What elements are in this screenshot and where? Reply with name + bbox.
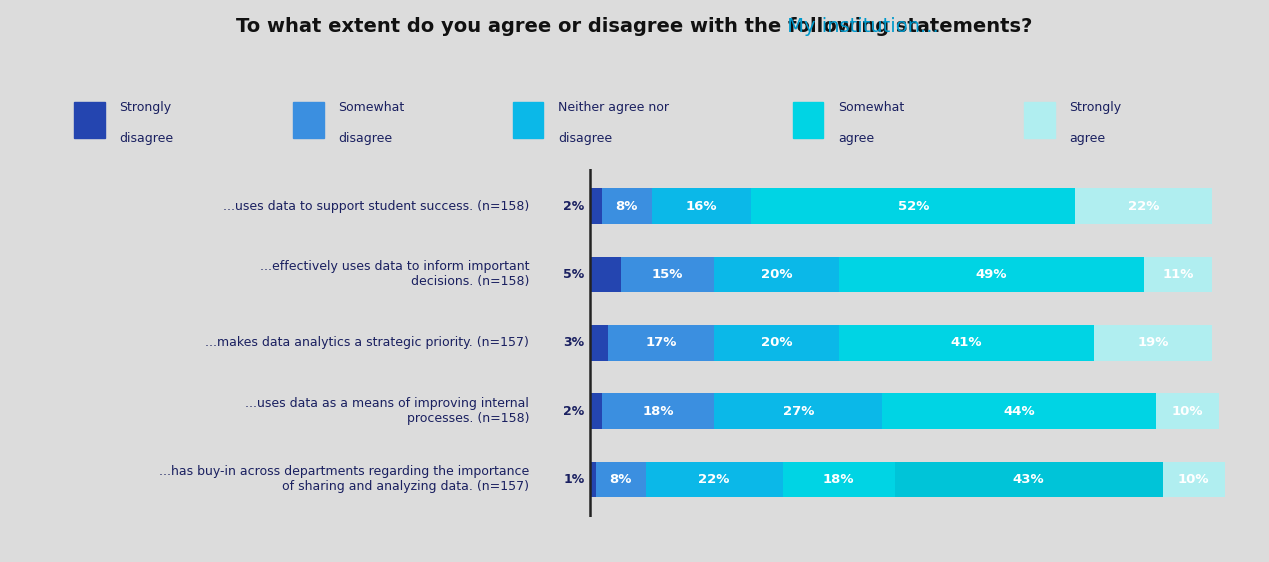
Bar — [602, 393, 714, 429]
Text: 27%: 27% — [783, 405, 813, 418]
Text: To what extent do you agree or disagree with the following statements?: To what extent do you agree or disagree … — [236, 17, 1033, 36]
Text: Somewhat: Somewhat — [339, 101, 405, 114]
Text: 22%: 22% — [698, 473, 730, 486]
Text: 10%: 10% — [1171, 405, 1203, 418]
Bar — [714, 325, 839, 361]
Text: 19%: 19% — [1137, 336, 1169, 350]
Text: 2%: 2% — [563, 405, 585, 418]
Bar — [590, 462, 595, 497]
Bar — [646, 462, 783, 497]
Text: 5%: 5% — [563, 268, 585, 281]
Bar — [882, 393, 1156, 429]
Text: 18%: 18% — [822, 473, 854, 486]
Text: 11%: 11% — [1162, 268, 1194, 281]
Bar — [1143, 257, 1212, 292]
Text: ...effectively uses data to inform important
decisions. (n=158): ...effectively uses data to inform impor… — [260, 261, 529, 288]
Text: 1%: 1% — [563, 473, 585, 486]
Text: 49%: 49% — [976, 268, 1008, 281]
Text: 20%: 20% — [760, 268, 792, 281]
Text: 8%: 8% — [615, 200, 638, 212]
Bar — [608, 325, 714, 361]
Text: agree: agree — [1070, 132, 1105, 145]
Text: 52%: 52% — [897, 200, 929, 212]
Bar — [1075, 188, 1212, 224]
Text: 15%: 15% — [652, 268, 683, 281]
Bar — [590, 325, 608, 361]
Text: 44%: 44% — [1004, 405, 1036, 418]
Bar — [1024, 102, 1055, 138]
Text: 16%: 16% — [685, 200, 717, 212]
Text: 18%: 18% — [642, 405, 674, 418]
Bar — [74, 102, 104, 138]
Text: Somewhat: Somewhat — [838, 101, 905, 114]
Text: 41%: 41% — [950, 336, 982, 350]
Bar — [839, 325, 1094, 361]
Text: disagree: disagree — [339, 132, 392, 145]
Text: 22%: 22% — [1128, 200, 1160, 212]
Text: Strongly: Strongly — [119, 101, 171, 114]
Text: 2%: 2% — [563, 200, 585, 212]
Text: 43%: 43% — [1013, 473, 1044, 486]
Text: disagree: disagree — [558, 132, 612, 145]
Bar — [793, 102, 824, 138]
Bar — [513, 102, 543, 138]
Bar — [1094, 325, 1212, 361]
Bar — [714, 257, 839, 292]
Bar — [595, 462, 646, 497]
Bar — [839, 257, 1143, 292]
Text: 17%: 17% — [646, 336, 676, 350]
Text: 3%: 3% — [563, 336, 585, 350]
Text: 20%: 20% — [760, 336, 792, 350]
Text: ...has buy-in across departments regarding the importance
of sharing and analyzi: ...has buy-in across departments regardi… — [159, 465, 529, 493]
Text: ...makes data analytics a strategic priority. (n=157): ...makes data analytics a strategic prio… — [206, 336, 529, 350]
Bar — [590, 188, 602, 224]
Text: My institution...: My institution... — [331, 17, 938, 36]
Bar — [895, 462, 1162, 497]
Text: 10%: 10% — [1178, 473, 1209, 486]
Text: 8%: 8% — [609, 473, 632, 486]
Bar — [783, 462, 895, 497]
Bar — [714, 393, 882, 429]
Bar — [751, 188, 1075, 224]
Bar — [1156, 393, 1218, 429]
Text: disagree: disagree — [119, 132, 174, 145]
Text: ...uses data as a means of improving internal
processes. (n=158): ...uses data as a means of improving int… — [245, 397, 529, 425]
Bar — [590, 393, 602, 429]
Bar — [590, 257, 621, 292]
Bar — [621, 257, 714, 292]
Bar — [652, 188, 751, 224]
Text: Neither agree nor: Neither agree nor — [558, 101, 669, 114]
Text: Strongly: Strongly — [1070, 101, 1122, 114]
Text: ...uses data to support student success. (n=158): ...uses data to support student success.… — [223, 200, 529, 212]
Bar — [293, 102, 324, 138]
Bar — [1162, 462, 1225, 497]
Text: agree: agree — [838, 132, 874, 145]
Bar — [602, 188, 652, 224]
